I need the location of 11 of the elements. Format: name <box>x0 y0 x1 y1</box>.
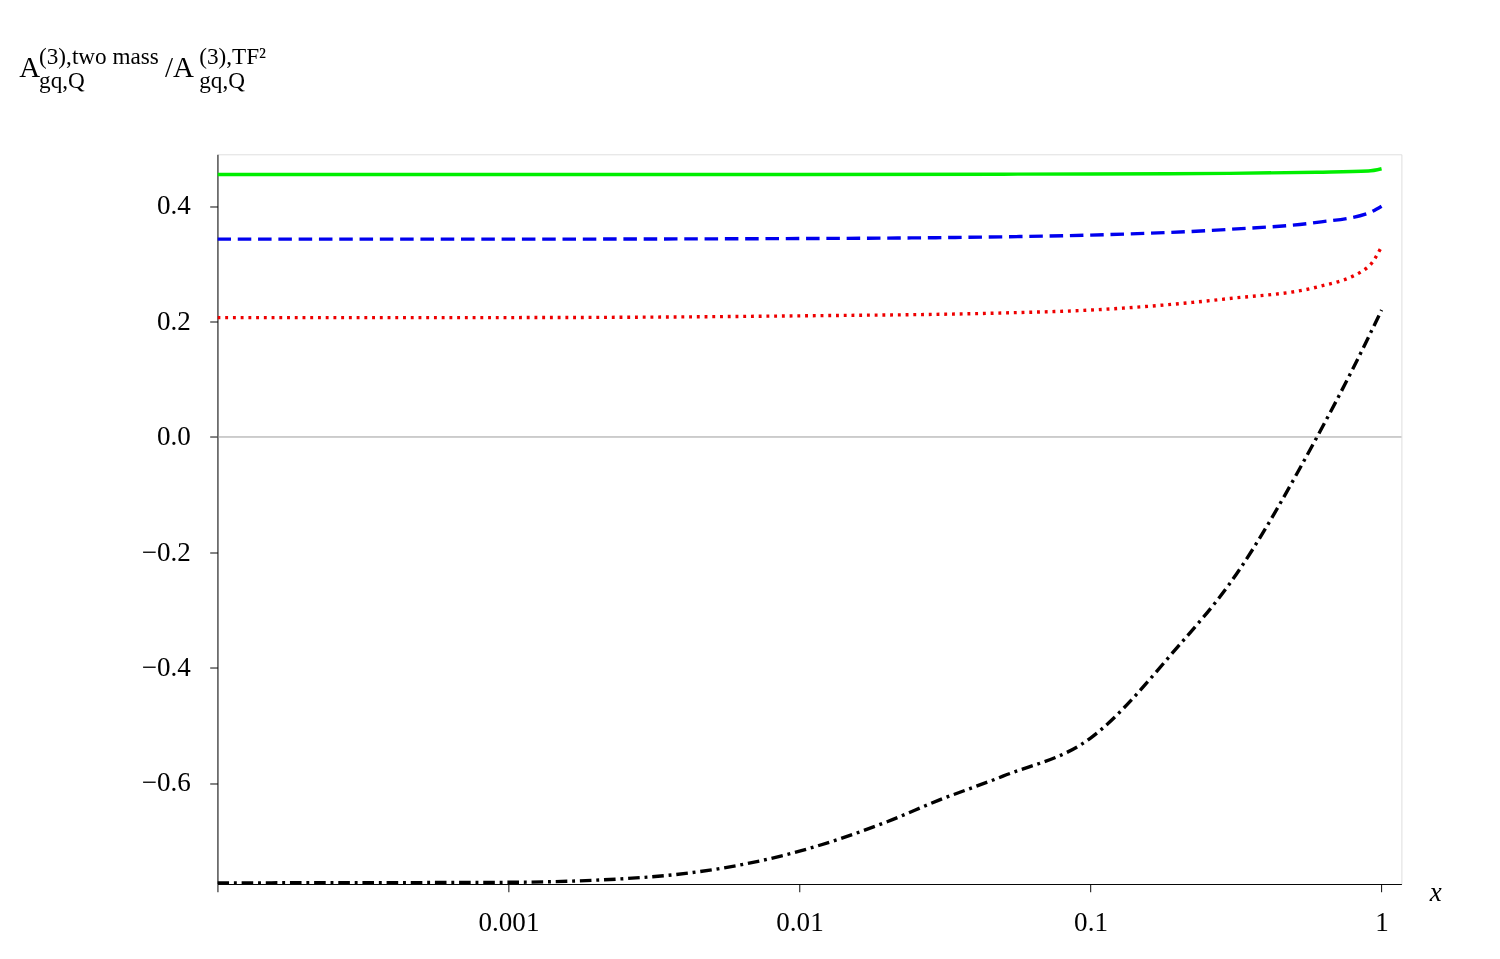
y-tick-label: 0.0 <box>157 421 191 452</box>
x-tick-label: 0.01 <box>776 906 824 937</box>
x-tick-label: 0.001 <box>478 906 540 937</box>
y-tick-label: 0.2 <box>157 305 191 336</box>
y-tick-label: 0.4 <box>157 190 192 221</box>
x-tick-label: 1 <box>1375 906 1389 937</box>
y-tick-label: −0.4 <box>141 651 192 682</box>
y-tick-label: −0.6 <box>141 767 191 798</box>
x-axis-title: x <box>1428 876 1442 907</box>
x-tick-label: 0.1 <box>1074 906 1108 937</box>
y-tick-label: −0.2 <box>141 536 191 567</box>
